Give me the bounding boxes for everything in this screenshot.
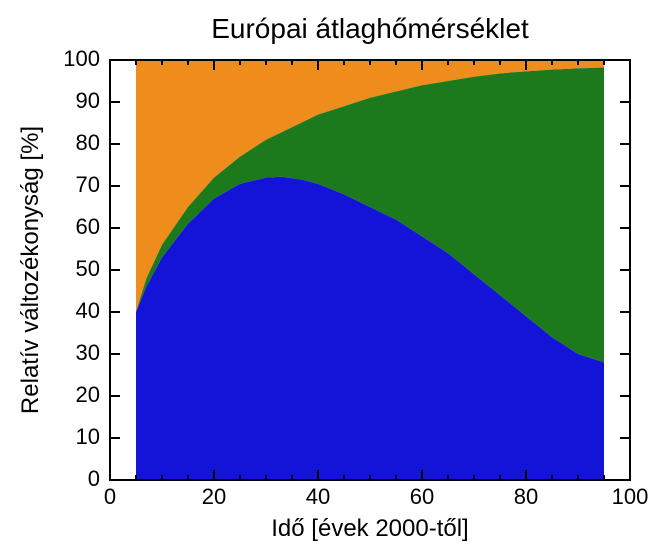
- y-tick-label: 40: [76, 298, 100, 323]
- y-tick-label: 30: [76, 340, 100, 365]
- x-tick-label: 40: [306, 484, 330, 509]
- y-tick-label: 0: [88, 466, 100, 491]
- x-axis-label: Idő [évek 2000-től]: [271, 515, 468, 542]
- y-tick-label: 80: [76, 130, 100, 155]
- y-tick-label: 70: [76, 172, 100, 197]
- y-tick-label: 100: [63, 46, 100, 71]
- chart-title: Európai átlaghőmérséklet: [211, 13, 529, 44]
- y-tick-label: 10: [76, 424, 100, 449]
- x-tick-label: 60: [410, 484, 434, 509]
- x-tick-label: 80: [514, 484, 538, 509]
- chart-container: 0 20 40 60 80 100 0 10 20 30 40 50 60 70 80 90 100 Európa…: [0, 0, 660, 546]
- y-tick-label: 60: [76, 214, 100, 239]
- x-tick-label: 0: [104, 484, 116, 509]
- area-chart: 0 20 40 60 80 100 0 10 20 30 40 50 60 70 80 90 100 Európa…: [0, 0, 660, 546]
- y-axis-label: Relatív változékonyság [%]: [17, 126, 44, 414]
- x-tick-label: 100: [612, 484, 649, 509]
- y-tick-label: 20: [76, 382, 100, 407]
- y-tick-label: 90: [76, 88, 100, 113]
- y-tick-label: 50: [76, 256, 100, 281]
- x-tick-label: 20: [202, 484, 226, 509]
